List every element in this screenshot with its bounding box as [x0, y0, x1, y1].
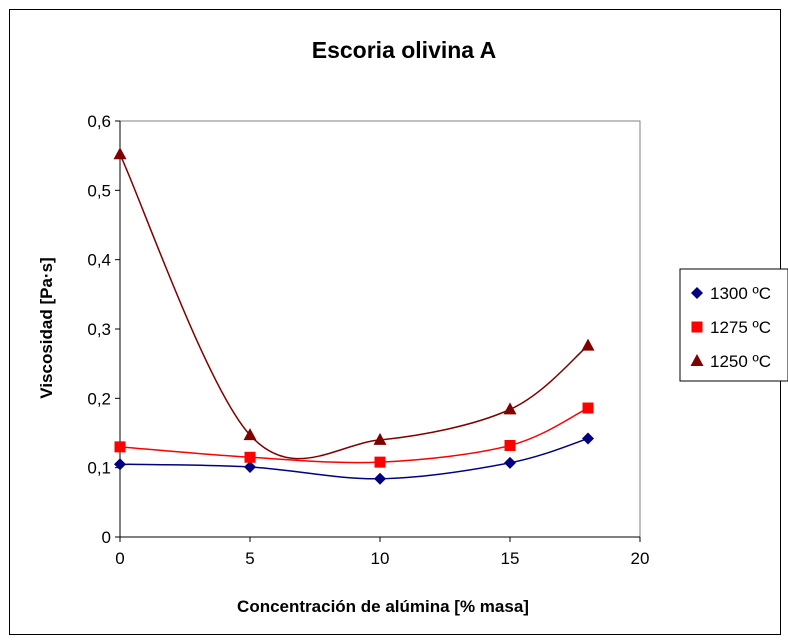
chart-frame [9, 9, 781, 635]
trendline-1250-C [119, 153, 589, 460]
trendline-1275-C [119, 407, 589, 464]
data-point-1300-C [582, 432, 594, 445]
data-point-1275-C [374, 456, 386, 468]
data-point-1250-C [113, 147, 127, 160]
data-point-1275-C [244, 451, 256, 463]
data-point-1250-C [581, 338, 595, 351]
x-tick-label: 0 [115, 549, 124, 568]
legend-label-1250-C: 1250 ºC [710, 352, 771, 371]
data-point-1300-C [374, 472, 386, 485]
legend-marker-1250-C [690, 354, 704, 366]
data-point-1275-C [114, 441, 126, 453]
y-tick-label: 0,4 [87, 251, 111, 270]
data-point-1275-C [504, 439, 516, 451]
trendline-1300-C [119, 437, 589, 480]
y-tick-label: 0,5 [87, 181, 111, 200]
x-tick-label: 20 [631, 549, 650, 568]
data-point-1300-C [114, 458, 126, 471]
chart-title: Escoria olivina A [312, 37, 497, 63]
y-tick-label: 0,2 [87, 389, 111, 408]
legend-label-1300-C: 1300 ºC [710, 284, 771, 303]
plot-area: 0 0,1 0,2 0,3 0,4 0,5 0,6 0 5 10 15 20 [87, 112, 649, 568]
y-tick-label: 0,6 [87, 112, 111, 131]
x-tick-label: 5 [245, 549, 254, 568]
data-point-1250-C [373, 432, 387, 445]
data-point-1250-C [243, 428, 257, 441]
legend-label-1275-C: 1275 ºC [710, 318, 771, 337]
x-tick-label: 15 [501, 549, 520, 568]
legend-marker-1300-C [691, 287, 703, 299]
data-point-1250-C [503, 402, 517, 415]
y-tick-label: 0,3 [87, 320, 111, 339]
x-tick-label: 10 [371, 549, 390, 568]
y-axis-label: Viscosidad [Pa·s] [37, 257, 56, 398]
y-tick-label: 0 [102, 528, 111, 547]
y-tick-label: 0,1 [87, 459, 111, 478]
data-point-1300-C [244, 460, 256, 473]
data-point-1300-C [504, 456, 516, 469]
legend: 1300 ºC 1275 ºC 1250 ºC [679, 268, 788, 382]
data-point-1275-C [582, 402, 594, 414]
legend-marker-1275-C [691, 321, 703, 333]
x-axis-label: Concentración de alúmina [% masa] [237, 597, 529, 616]
